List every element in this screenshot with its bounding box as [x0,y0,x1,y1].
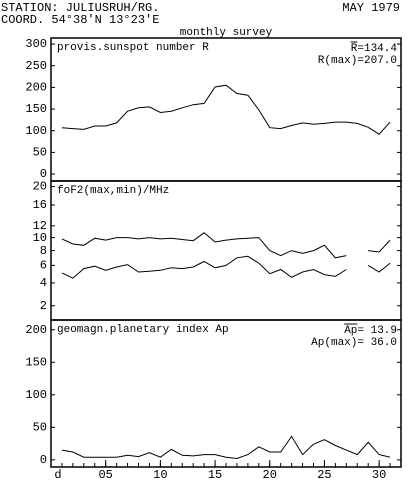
y-tick-label: 50 [33,420,47,434]
y-tick-label: 100 [25,388,47,402]
x-axis-label: d [54,468,61,480]
panel-frame [50,180,402,321]
y-tick-label: 50 [33,146,47,160]
x-tick-label: 15 [208,468,222,480]
panel-title: foF2(max,min)/MHz [57,185,169,197]
y-tick-label: 8 [40,244,47,258]
y-tick-label: 12 [33,219,47,233]
station: STATION: JULIUSRUH/RG. [1,1,159,15]
y-tick-label: 150 [25,102,47,116]
annotation: Ap(max)= 36.0 [311,337,397,349]
data-line [61,255,391,279]
x-tick-label: 20 [263,468,277,480]
y-tick-label: 4 [40,276,47,290]
data-line [61,232,391,259]
x-tick-label: 10 [153,468,167,480]
y-tick-label: 200 [25,323,47,337]
y-tick-label: 0 [40,453,47,467]
data-line [61,84,391,135]
y-tick-label: 10 [33,231,47,245]
annotation: R(max)=207.0 [318,55,397,67]
y-tick-label: 0 [40,167,47,181]
annotation: Ap= 13.9 [344,325,397,337]
y-tick-label: 6 [40,259,47,273]
x-tick-label: 30 [372,468,386,480]
panel-title: provis.sunspot number R [57,42,209,54]
y-tick-label: 250 [25,59,47,73]
x-tick-label: 25 [317,468,331,480]
x-tick-label: 05 [98,468,112,480]
y-tick-label: 300 [25,37,47,51]
coord: COORD. 54°38'N 13°23'E [1,13,159,27]
data-line [61,435,391,460]
y-tick-label: 16 [33,198,47,212]
y-tick-label: 100 [25,124,47,138]
date: MAY 1979 [342,1,400,15]
y-tick-label: 200 [25,81,47,95]
panel-title: geomagn.planetary index Ap [57,324,229,336]
y-tick-label: 150 [25,355,47,369]
subtitle: monthly survey [180,27,273,39]
y-tick-label: 20 [33,180,47,194]
annotation: R=134.4 [351,43,398,55]
y-tick-label: 2 [40,299,47,313]
